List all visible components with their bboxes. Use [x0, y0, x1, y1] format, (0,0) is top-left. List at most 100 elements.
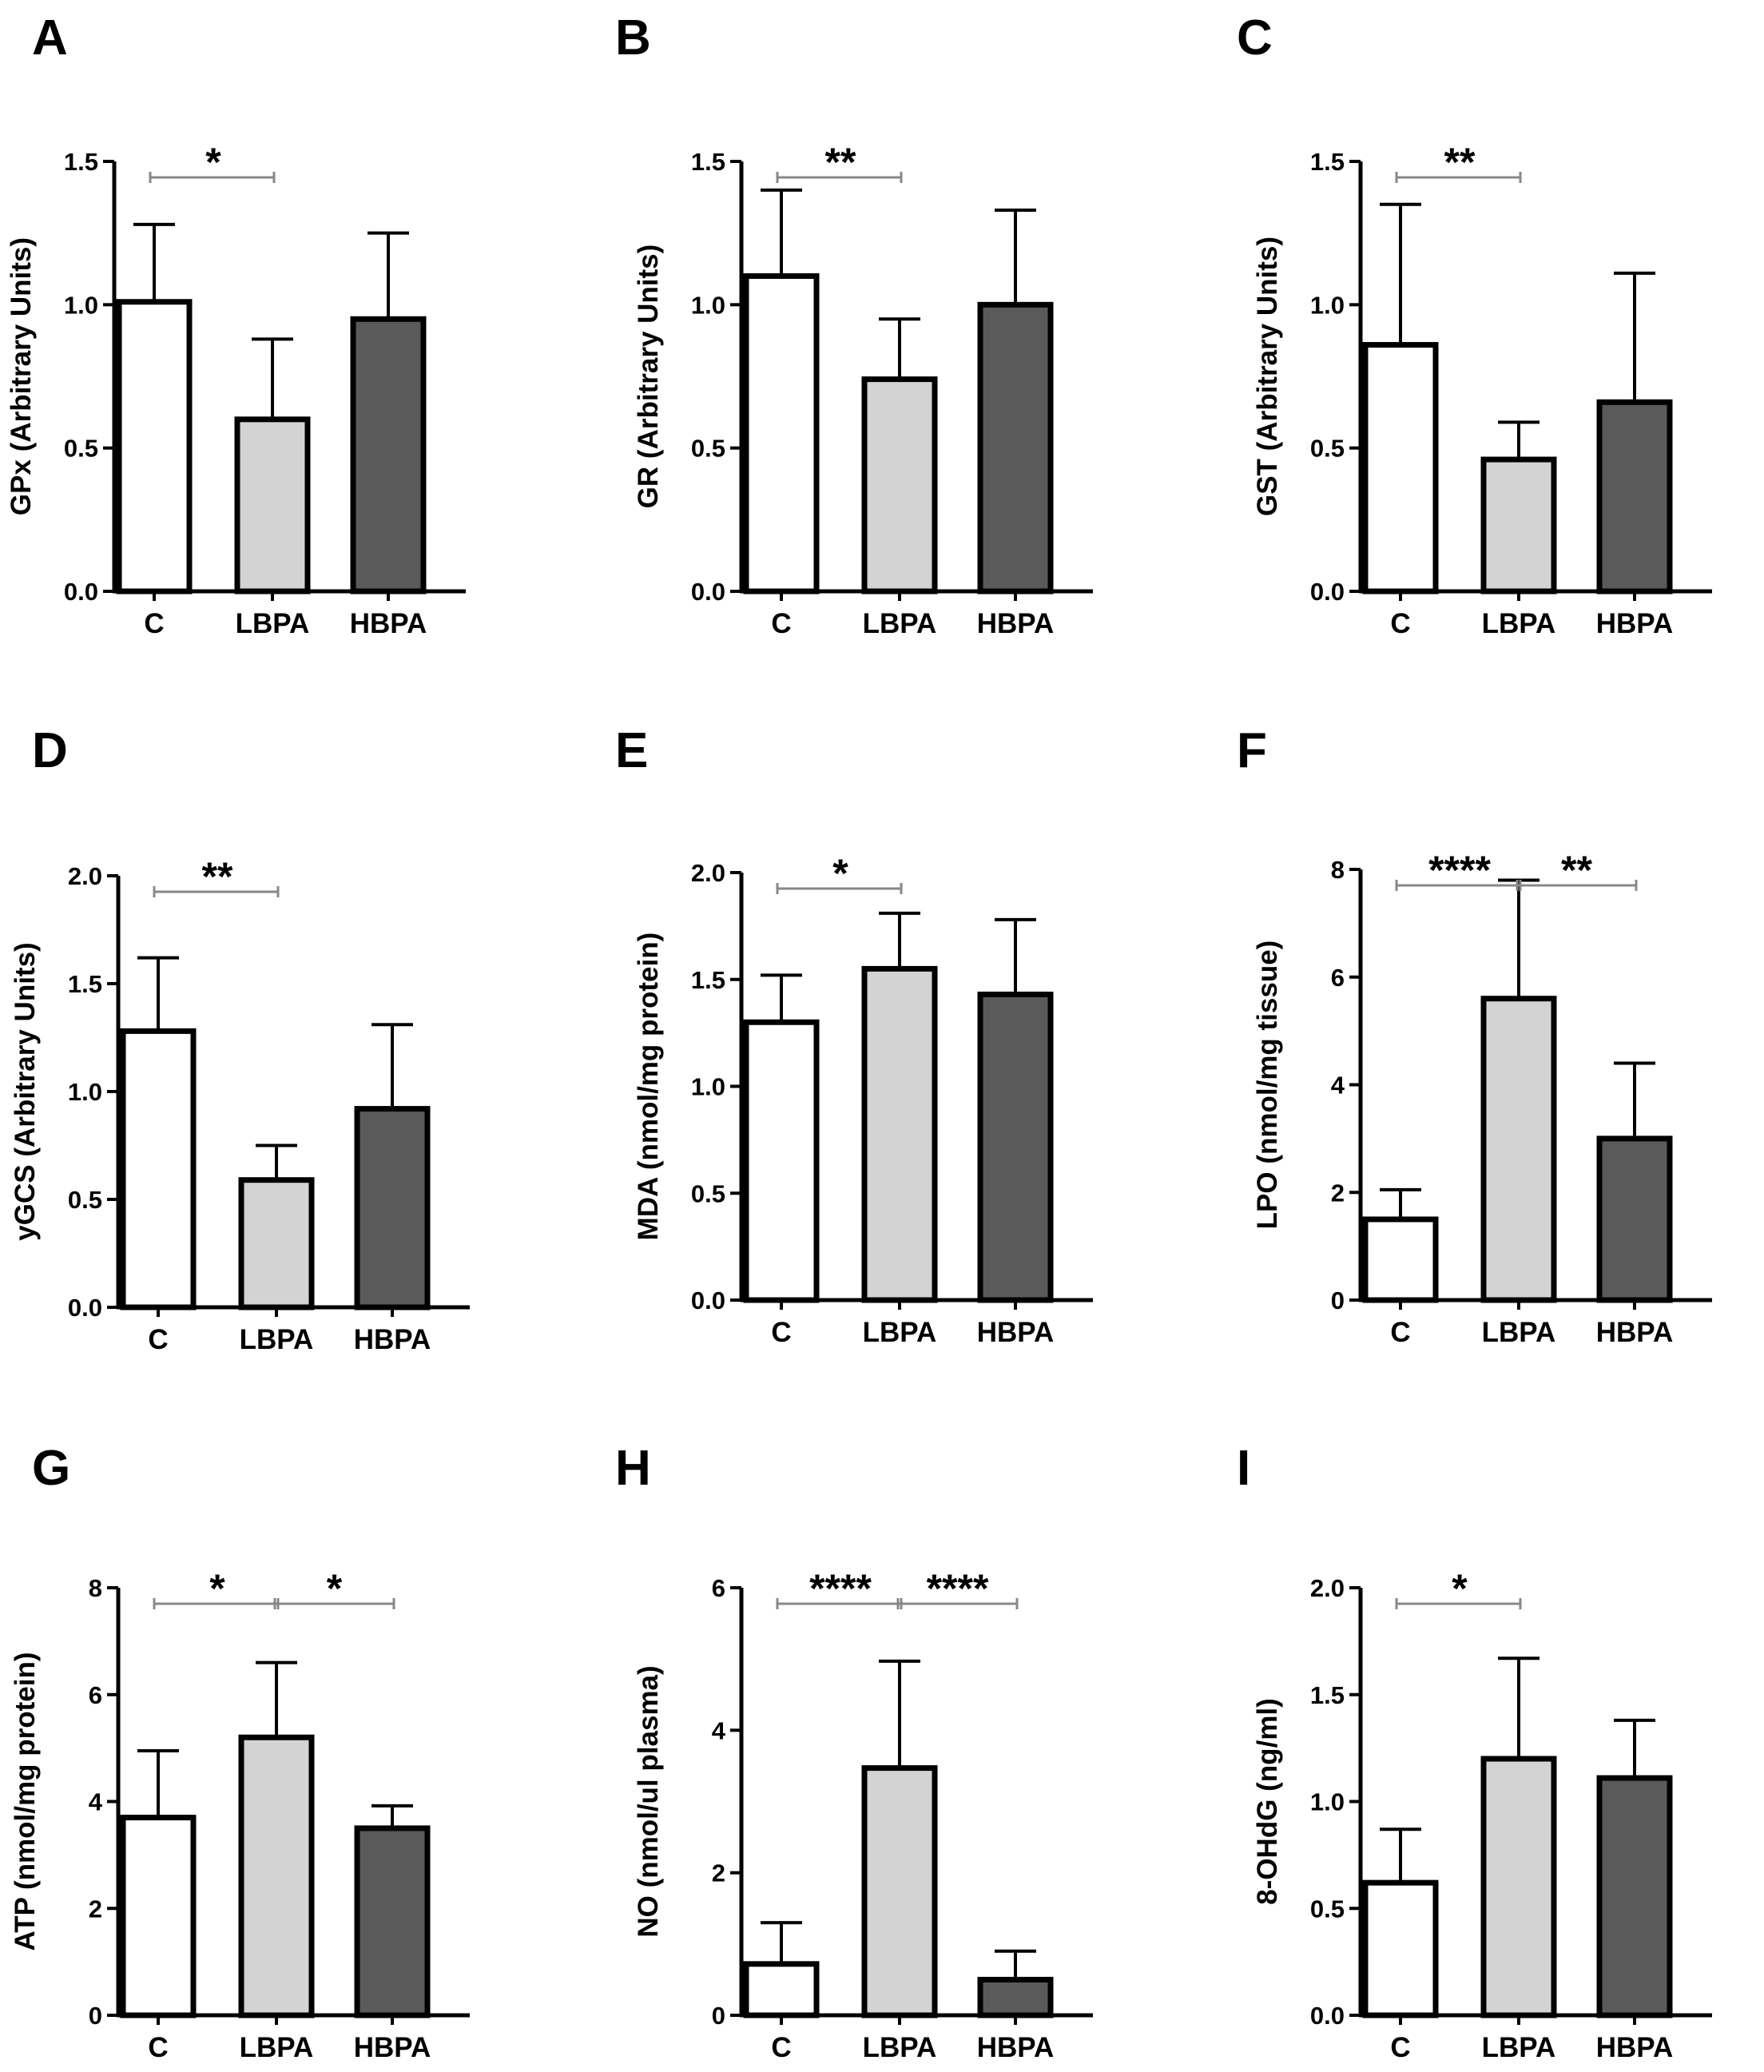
panel-i-y-axis-title: 8-OHdG (ng/ml)	[1252, 1698, 1283, 1905]
panel-h-y-tick-label: 6	[712, 1574, 725, 1602]
panel-i-y-tick-label: 1.0	[1310, 1788, 1345, 1816]
panel-c-category-label: C	[1390, 608, 1410, 639]
panel-i-bar-lbpa	[1480, 1756, 1557, 2018]
panel-i-y-tick-label: 2.0	[1310, 1574, 1345, 1602]
panel-h-bar-hbpa	[977, 1976, 1054, 2018]
panel-c-significance-label: **	[1444, 140, 1476, 185]
panel-h-significance-label: ****	[927, 1566, 989, 1611]
panel-i-letter: I	[1237, 1441, 1250, 1496]
panel-d-category-label: C	[148, 1324, 168, 1355]
panel-a-letter: A	[32, 10, 68, 66]
panel-g-y-axis-title: ATP (nmol/mg protein)	[10, 1652, 41, 1951]
panel-a-category-label: LBPA	[236, 608, 310, 639]
panel-e-y-tick-label: 2.0	[691, 859, 725, 887]
panel-i-bar-hbpa	[1596, 1775, 1673, 2018]
panel-d-letter: D	[32, 723, 68, 778]
panel-g: G ATP (nmol/mg protein) C LBPA HBPA 0 2 4 6 8 * *	[10, 1441, 470, 2063]
panel-f-significance-label: **	[1561, 848, 1592, 893]
panel-i-category-label: LBPA	[1482, 2032, 1556, 2063]
panel-g-letter: G	[32, 1441, 70, 1496]
panel-f-y-tick-label: 6	[1331, 964, 1345, 992]
panel-h-y-tick-label: 0	[712, 2002, 725, 2030]
panel-d-category-label: LBPA	[240, 1324, 314, 1355]
panel-h-bar-lbpa	[861, 1765, 938, 2018]
panel-f-y-tick-label: 4	[1331, 1072, 1345, 1100]
panel-f-y-tick-label: 8	[1331, 856, 1345, 884]
panel-d-y-tick-label: 1.5	[68, 970, 102, 998]
panel-c-category-label: HBPA	[1596, 608, 1674, 639]
panel-h-category-label: LBPA	[863, 2032, 937, 2063]
panel-f-bar-c	[1362, 1216, 1439, 1303]
panel-g-y-tick-label: 0	[89, 2002, 102, 2030]
panel-g-category-label: LBPA	[240, 2032, 314, 2063]
panel-f-letter: F	[1237, 723, 1267, 778]
panel-g-y-tick-label: 6	[89, 1681, 102, 1709]
panel-a-category-label: HBPA	[350, 608, 427, 639]
panel-c-bar-lbpa	[1480, 456, 1557, 595]
panel-b-category-label: C	[771, 608, 791, 639]
panel-b-bar-c	[743, 272, 820, 595]
panel-i-category-label: HBPA	[1596, 2032, 1674, 2063]
panel-g-bar-c	[120, 1815, 197, 2018]
panel-g-y-tick-label: 2	[89, 1895, 102, 1923]
panel-c-y-tick-label: 1.5	[1310, 148, 1345, 176]
panel-c-category-label: LBPA	[1482, 608, 1556, 639]
panel-g-y-tick-label: 4	[89, 1788, 103, 1816]
panel-a-significance-label: *	[205, 140, 221, 185]
panel-f-category-label: HBPA	[1596, 1317, 1674, 1348]
panel-e: E MDA (nmol/mg protein) C LBPA HBPA 0.0 0.5 1.0…	[615, 723, 1093, 1348]
panel-g-category-label: C	[148, 2032, 168, 2063]
panel-a-y-tick-label: 1.5	[64, 148, 98, 176]
panel-f-category-label: C	[1390, 1317, 1410, 1348]
panel-b-significance-label: **	[825, 140, 856, 185]
panel-e-bar-hbpa	[977, 991, 1054, 1303]
panel-b-category-label: HBPA	[977, 608, 1055, 639]
panel-a-y-tick-label: 0.0	[64, 578, 98, 606]
panel-a-bar-c	[116, 299, 193, 595]
panel-b: B GR (Arbitrary Units) C LBPA HBPA 0.0 0.5 1.0 1…	[615, 10, 1093, 639]
panel-i-significance-label: *	[1452, 1566, 1468, 1611]
panel-i-y-tick-label: 0.0	[1310, 2002, 1345, 2030]
panel-e-y-tick-label: 1.0	[691, 1073, 725, 1101]
panel-c-y-tick-label: 1.0	[1310, 291, 1345, 319]
panel-h-significance-label: ****	[809, 1566, 872, 1611]
panel-d-y-tick-label: 1.0	[68, 1078, 102, 1106]
panel-h-y-tick-label: 4	[712, 1716, 726, 1744]
panel-d-significance-label: **	[202, 854, 233, 899]
panel-d-category-label: HBPA	[354, 1324, 431, 1355]
panel-b-y-tick-label: 0.5	[691, 435, 725, 463]
panel-h-y-axis-title: NO (nmol/ul plasma)	[633, 1665, 664, 1937]
panel-a: A GPx (Arbitrary Units) C LBPA HBPA 0.0 0.5 1.0…	[6, 10, 466, 639]
panel-i-category-label: C	[1390, 2032, 1410, 2063]
panel-f-bar-lbpa	[1480, 996, 1557, 1303]
panel-d-bar-hbpa	[354, 1106, 431, 1310]
panel-c-y-axis-title: GST (Arbitrary Units)	[1252, 237, 1283, 516]
panel-i-bar-c	[1362, 1879, 1439, 2018]
panel-c-bar-c	[1362, 342, 1439, 595]
panel-f-bar-hbpa	[1596, 1135, 1673, 1303]
panel-e-y-tick-label: 1.5	[691, 966, 725, 994]
panel-g-y-tick-label: 8	[89, 1574, 102, 1602]
panel-b-category-label: LBPA	[863, 608, 937, 639]
panel-a-y-tick-label: 0.5	[64, 435, 98, 463]
panel-f-y-axis-title: LPO (nmol/mg tissue)	[1252, 941, 1283, 1230]
panel-h-y-tick-label: 2	[712, 1859, 725, 1887]
panel-e-bar-lbpa	[861, 965, 938, 1303]
panel-g-significance-label: *	[327, 1566, 343, 1611]
panel-b-y-tick-label: 1.5	[691, 148, 725, 176]
panel-d-bar-lbpa	[238, 1177, 315, 1310]
panel-e-letter: E	[615, 723, 648, 778]
panel-c-letter: C	[1237, 10, 1273, 66]
panel-a-y-axis-title: GPx (Arbitrary Units)	[6, 237, 37, 515]
panel-g-category-label: HBPA	[354, 2032, 431, 2063]
panel-c-bar-hbpa	[1596, 399, 1673, 595]
panel-e-y-axis-title: MDA (nmol/mg protein)	[633, 933, 664, 1241]
panel-d-y-axis-title: yGCS (Arbitrary Units)	[10, 942, 41, 1240]
panel-e-y-tick-label: 0.0	[691, 1287, 725, 1314]
panel-i-y-tick-label: 1.5	[1310, 1681, 1345, 1709]
panel-h-bar-c	[743, 1961, 820, 2018]
panel-d-y-tick-label: 0.5	[68, 1186, 102, 1214]
